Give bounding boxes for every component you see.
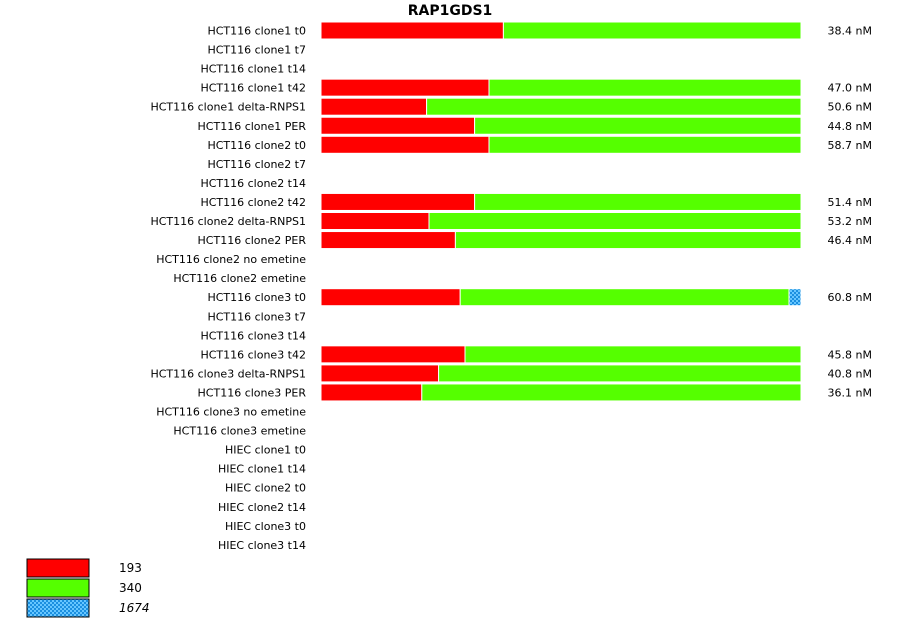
bar-segment-340 [474,192,802,211]
row-label: HCT116 clone2 t0 [207,139,306,152]
row-label: HCT116 clone1 t14 [200,63,306,76]
bar-segment-193 [320,383,423,402]
value-label: 44.8 nM [828,120,872,133]
legend-label-340: 340 [119,581,142,595]
bar-segment-193 [320,345,466,364]
value-label: 40.8 nM [828,367,872,380]
row-label: HCT116 clone2 emetine [173,272,306,285]
bar-segment-340 [454,231,802,250]
row-label: HIEC clone2 t0 [225,482,306,495]
legend-label-1674: 1674 [119,601,150,615]
legend: 193 340 1674 [26,558,150,618]
row-label: HCT116 clone2 t14 [200,177,306,190]
chart-title: RAP1GDS1 [408,3,493,19]
bar-segment-193 [320,192,476,211]
bar-segment-340 [502,21,802,40]
bar-segment-193 [320,116,476,135]
bar-segment-193 [320,231,456,250]
bar-segment-340 [474,116,802,135]
row-label: HIEC clone1 t14 [218,463,306,476]
value-label: 47.0 nM [828,82,872,95]
row-label: HCT116 clone1 t7 [207,44,306,57]
bar-segment-1674 [788,288,802,307]
row-label: HCT116 clone3 PER [198,386,307,399]
bar-segment-340 [459,288,790,307]
bar-segment-340 [421,383,802,402]
row-label: HCT116 clone1 t42 [200,82,306,95]
row-label: HCT116 clone2 no emetine [156,253,306,266]
bar-segment-340 [488,135,802,154]
bar-segment-193 [320,288,461,307]
row-label: HCT116 clone3 delta-RNPS1 [150,367,306,380]
value-label: 46.4 nM [828,234,872,247]
legend-label-193: 193 [119,561,142,575]
row-label: HIEC clone1 t0 [225,444,306,457]
row-label: HIEC clone2 t14 [218,501,306,514]
row-label: HCT116 clone1 PER [198,120,307,133]
row-label: HCT116 clone3 t7 [207,310,306,323]
value-label: 53.2 nM [828,215,872,228]
row-label: HCT116 clone1 delta-RNPS1 [150,101,306,114]
bar-segment-340 [438,364,802,383]
bar-segment-340 [428,212,802,230]
row-label: HCT116 clone2 t7 [207,158,306,171]
row-label: HCT116 clone3 t14 [200,329,306,342]
bar-segment-340 [464,345,802,364]
value-label: 50.6 nM [828,101,872,114]
row-label: HCT116 clone1 t0 [207,25,306,38]
bar-rows: HCT116 clone1 t0 38.4 nM HCT116 clone1 t7 H… [150,21,872,552]
value-label: 51.4 nM [828,196,872,209]
value-label: 45.8 nM [828,348,872,361]
legend-swatch-193 [26,558,90,578]
row-label: HCT116 clone3 t0 [207,291,306,304]
row-label: HIEC clone3 t0 [225,520,306,533]
bar-segment-193 [320,212,430,230]
bar-segment-340 [426,97,802,116]
value-label: 60.8 nM [828,291,872,304]
row-label: HCT116 clone2 delta-RNPS1 [150,215,306,228]
bar-segment-193 [320,78,490,97]
row-label: HCT116 clone2 t42 [200,196,306,209]
row-label: HCT116 clone2 PER [198,234,307,247]
row-label: HCT116 clone3 emetine [173,425,306,438]
bar-segment-193 [320,21,504,40]
bar-segment-193 [320,97,428,116]
legend-swatch-340 [26,578,90,598]
row-label: HIEC clone3 t14 [218,539,306,552]
row-label: HCT116 clone3 no emetine [156,406,306,419]
value-label: 38.4 nM [828,25,872,38]
bar-segment-193 [320,135,490,154]
legend-swatch-1674 [26,598,90,618]
row-label: HCT116 clone3 t42 [200,348,306,361]
bar-segment-193 [320,364,440,383]
value-label: 58.7 nM [828,139,872,152]
value-label: 36.1 nM [828,386,872,399]
bar-segment-340 [488,78,802,97]
